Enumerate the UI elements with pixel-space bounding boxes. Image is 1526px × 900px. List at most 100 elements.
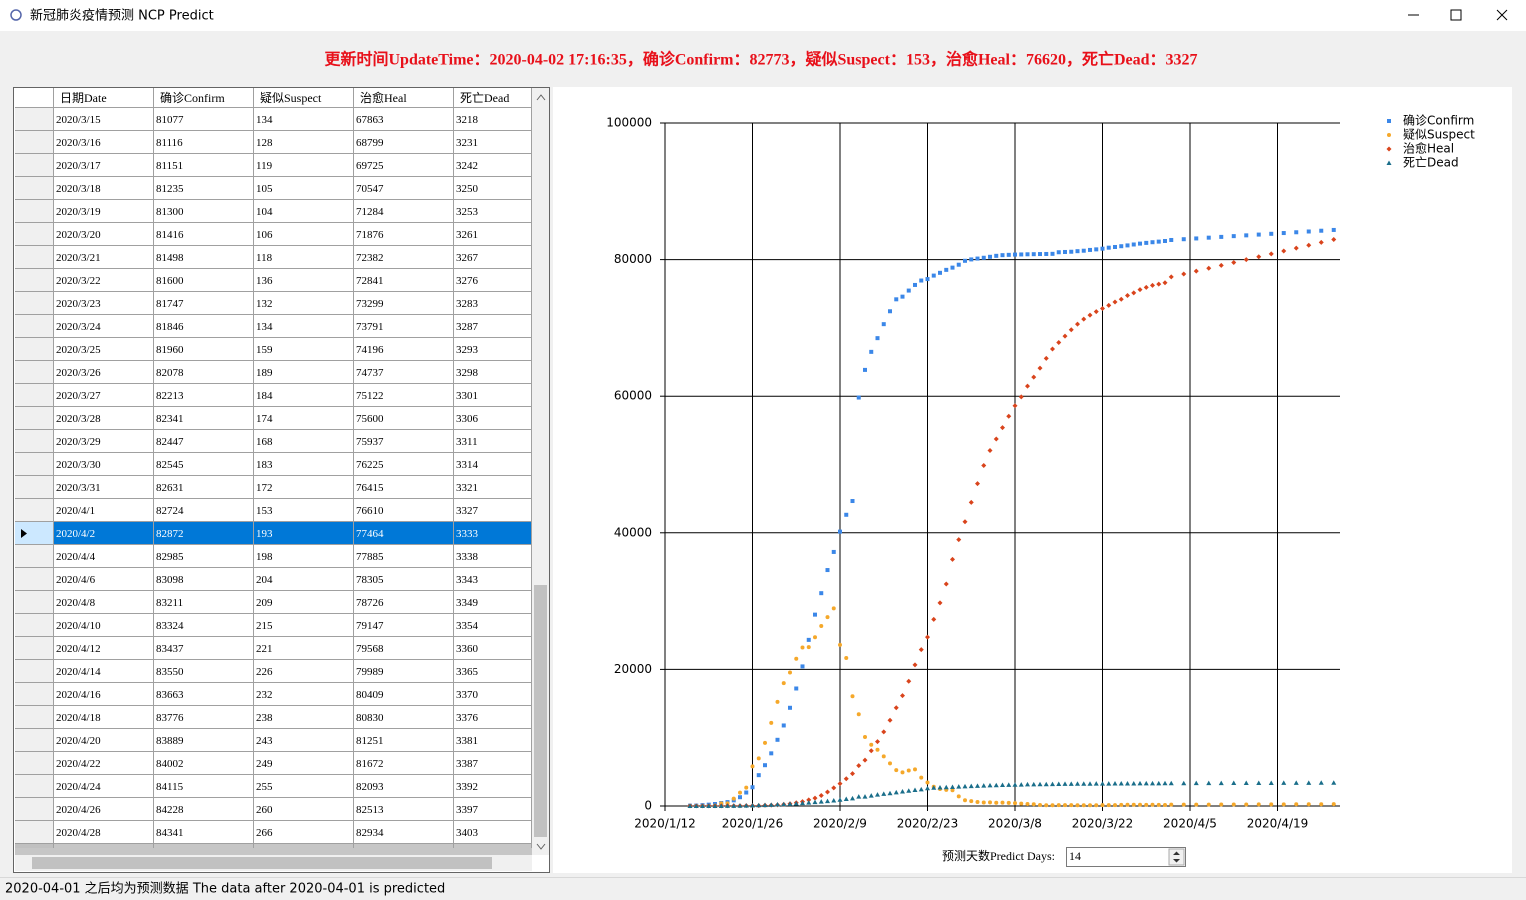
point	[1293, 245, 1299, 251]
cell: 193	[256, 528, 273, 540]
point	[1025, 252, 1030, 257]
cell: 82934	[356, 827, 384, 839]
point	[1012, 782, 1018, 787]
point	[1043, 781, 1049, 787]
point	[863, 734, 867, 739]
legend-marker	[1386, 146, 1392, 152]
point	[768, 802, 774, 807]
point	[856, 794, 862, 799]
cell: 82872	[156, 528, 184, 540]
cell: 3349	[456, 597, 479, 609]
point	[1019, 801, 1024, 806]
point	[1013, 252, 1017, 257]
cell: 71284	[356, 206, 384, 218]
cell: 2020/4/8	[56, 597, 96, 609]
point	[1150, 780, 1155, 786]
point	[856, 712, 861, 717]
cell: 79568	[356, 643, 384, 655]
point	[906, 788, 912, 793]
point	[750, 785, 755, 790]
point	[969, 799, 974, 804]
cell: 3360	[456, 643, 479, 655]
cell: 81077	[156, 114, 184, 126]
point	[825, 789, 830, 795]
cell: 2020/4/1	[56, 505, 95, 517]
cell: 2020/3/23	[56, 298, 101, 310]
point	[718, 803, 724, 808]
column-header: 日期Date	[60, 91, 107, 105]
point	[1169, 802, 1174, 807]
point	[812, 799, 818, 805]
point	[769, 751, 774, 756]
point	[743, 803, 749, 808]
point	[956, 784, 962, 789]
cell: 81116	[156, 137, 183, 149]
point	[1319, 228, 1324, 233]
point	[913, 282, 917, 287]
predict-input[interactable]	[1066, 847, 1186, 867]
cell: 174	[256, 413, 273, 425]
cell: 3314	[456, 459, 479, 471]
point	[850, 694, 855, 699]
spinner[interactable]	[1168, 848, 1185, 866]
data-table[interactable]: 日期Date 确诊Confirm 疑似Suspect 治愈Heal 死亡Dead 2020…	[15, 88, 549, 871]
maximize-button[interactable]	[1450, 9, 1462, 21]
point	[868, 793, 874, 798]
y-tick-label: 40000	[614, 525, 652, 539]
point	[1118, 296, 1124, 302]
point	[763, 763, 767, 768]
point	[856, 763, 862, 769]
close-button[interactable]	[1496, 9, 1508, 21]
cell: 3403	[456, 827, 479, 839]
cell: 2020/3/28	[56, 413, 101, 425]
cell: 72382	[356, 252, 384, 264]
point	[1206, 265, 1212, 271]
point	[1144, 240, 1149, 245]
point	[1088, 247, 1092, 252]
window-title: 新冠肺炎疫情预测 NCP Predict	[30, 8, 214, 24]
cell: 3327	[456, 505, 479, 517]
cell: 204	[256, 574, 273, 586]
point	[918, 647, 924, 653]
point	[1000, 425, 1005, 431]
point	[1119, 802, 1124, 807]
y-tick-label: 100000	[606, 116, 652, 130]
point	[994, 253, 999, 258]
cell: 72841	[356, 275, 384, 287]
cell: 168	[256, 436, 273, 448]
point	[793, 801, 799, 806]
point	[875, 739, 880, 745]
cell: 81416	[156, 229, 184, 241]
point	[806, 637, 811, 642]
point	[1031, 252, 1036, 257]
point	[1150, 802, 1155, 807]
point	[925, 780, 930, 785]
point	[1069, 803, 1074, 808]
cell: 77885	[356, 551, 384, 563]
point	[1050, 781, 1055, 787]
point	[1194, 236, 1199, 241]
spinner-arrows	[1173, 851, 1180, 863]
point	[975, 799, 980, 804]
predict-value[interactable]: 14	[1069, 849, 1081, 863]
point	[737, 803, 743, 808]
point	[1156, 281, 1162, 287]
point	[893, 705, 899, 711]
point	[1243, 780, 1249, 786]
cell: 2020/4/14	[56, 666, 101, 678]
point	[1268, 780, 1274, 785]
point	[1056, 339, 1062, 345]
cell: 82447	[156, 436, 184, 448]
point	[1162, 780, 1168, 786]
cell: 215	[256, 620, 273, 632]
x-tick-label: 2020/3/8	[988, 817, 1042, 831]
point	[1063, 249, 1067, 254]
cell: 3301	[456, 390, 478, 402]
cell: 82545	[156, 459, 184, 471]
point	[1281, 802, 1286, 807]
point	[1088, 803, 1092, 808]
point	[1006, 413, 1012, 419]
cell: 3218	[456, 114, 479, 126]
point	[818, 792, 824, 798]
x-tick-label: 2020/4/19	[1247, 817, 1309, 831]
